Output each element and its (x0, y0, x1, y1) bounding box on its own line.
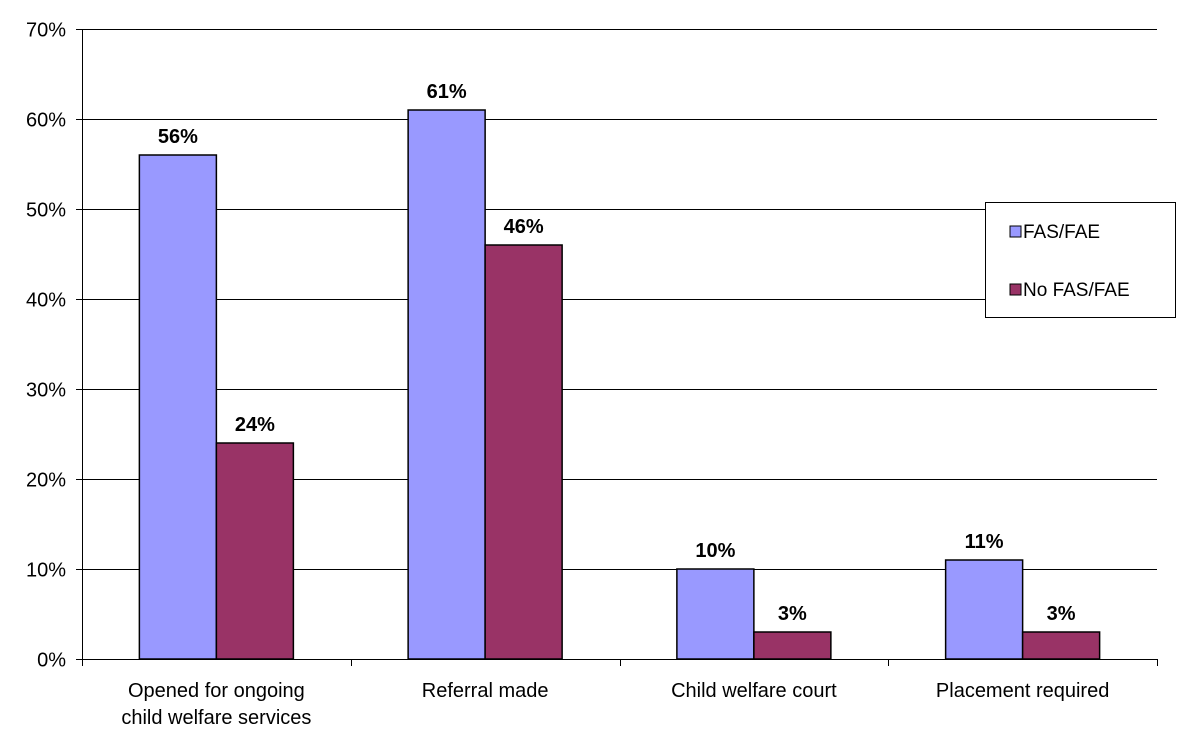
legend-label: FAS/FAE (1023, 222, 1100, 243)
y-tick-label: 70% (26, 20, 66, 42)
bar-no-fas-fae-3 (1021, 631, 1101, 660)
legend-label: No FAS/FAE (1023, 280, 1130, 301)
y-tick-label: 0% (37, 650, 66, 672)
x-category-label: child welfare services (121, 707, 311, 729)
x-category-label: Child welfare court (671, 680, 837, 702)
legend-swatch (1009, 283, 1022, 296)
bars (138, 109, 1101, 660)
data-label: 3% (1047, 603, 1076, 625)
data-label: 61% (427, 81, 467, 103)
y-tick-label: 40% (26, 290, 66, 312)
legend-box (985, 202, 1176, 318)
x-category-label: Placement required (936, 680, 1109, 702)
y-tick-label: 10% (26, 560, 66, 582)
legend: FAS/FAE No FAS/FAE (985, 202, 1176, 318)
y-tick-label: 50% (26, 200, 66, 222)
bar-no-fas-fae-1 (484, 244, 563, 660)
y-tick-label: 60% (26, 110, 66, 132)
legend-swatch (1009, 225, 1022, 238)
x-category-label: Opened for ongoing (128, 680, 305, 702)
data-label: 3% (778, 603, 807, 625)
y-tick-label: 20% (26, 470, 66, 492)
data-label: 46% (504, 216, 544, 238)
bar-no-fas-fae-2 (753, 631, 832, 660)
bar-fas-fae-1 (407, 109, 486, 660)
y-tick-label: 30% (26, 380, 66, 402)
bar-fas-fae-3 (944, 559, 1024, 660)
bar-no-fas-fae-0 (215, 442, 295, 660)
data-label: 56% (158, 126, 198, 148)
x-category-label: Referral made (422, 680, 549, 702)
data-labels: 56% 61% 10% 11% 24% 46% 3% 3% (158, 81, 1076, 625)
bar-fas-fae-0 (138, 154, 218, 660)
data-label: 10% (695, 540, 735, 562)
bar-fas-fae-2 (676, 568, 755, 660)
data-label: 24% (235, 414, 275, 436)
data-label: 11% (965, 531, 1004, 553)
